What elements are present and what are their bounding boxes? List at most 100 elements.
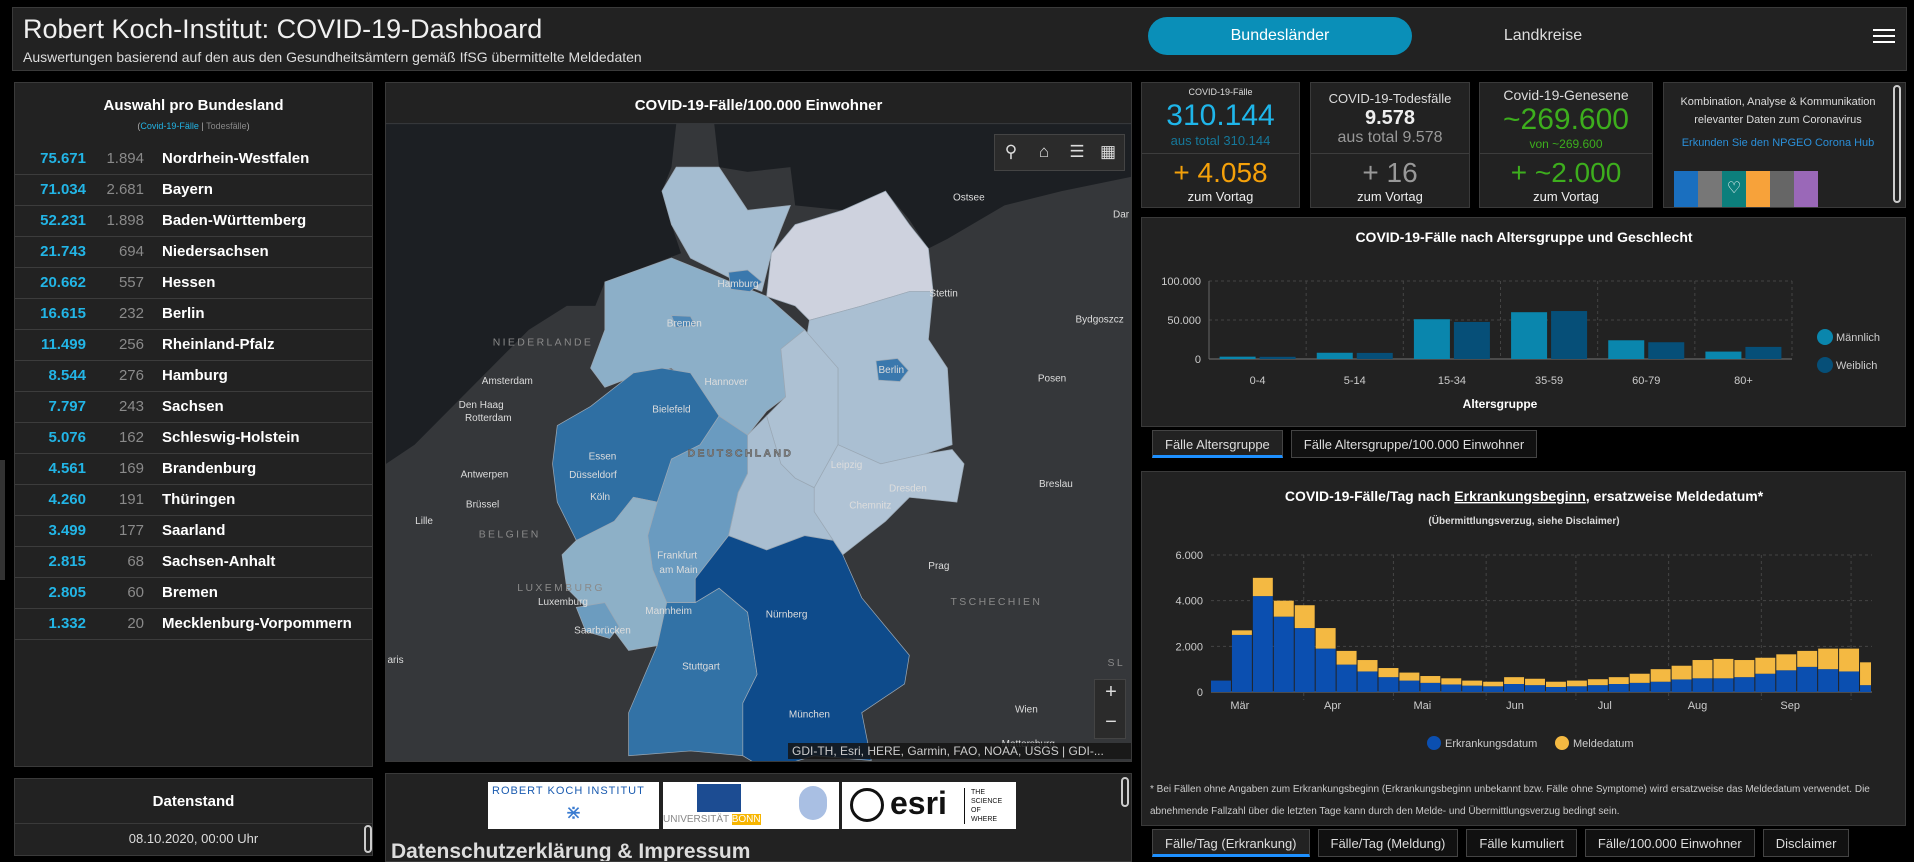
state-row[interactable]: 52.231 1.898 Baden-Württemberg [15, 206, 372, 237]
dashboard-header: Robert Koch-Institut: COVID-19-Dashboard… [12, 7, 1907, 71]
tab-bundeslaender[interactable]: Bundesländer [1148, 17, 1412, 55]
bar-männlich [1608, 340, 1645, 359]
map-view[interactable]: Ostsee Hamburg Stettin Bremen Bydgoszcz NIEDE… [386, 123, 1131, 761]
hamburger-menu-icon[interactable] [1873, 25, 1895, 47]
state-row[interactable]: 3.499 177 Saarland [15, 516, 372, 547]
x-tick-label: Mär [1230, 700, 1249, 712]
home-icon[interactable]: ⌂ [1038, 142, 1050, 161]
kpi-cases: COVID-19-Fälle 310.144 aus total 310.144… [1141, 82, 1300, 208]
erkrankungsbeginn-link[interactable]: Erkrankungsbeginn [1454, 488, 1585, 504]
chart-tab[interactable]: Fälle Altersgruppe [1152, 430, 1283, 458]
map-label: Bielefeld [652, 405, 690, 416]
bar-meldedatum [1797, 650, 1818, 667]
state-row[interactable]: 2.815 68 Sachsen-Anhalt [15, 547, 372, 578]
state-row[interactable]: 2.805 60 Bremen [15, 578, 372, 609]
bar-männlich [1316, 352, 1353, 359]
state-row[interactable]: 11.499 256 Rheinland-Pfalz [15, 330, 372, 361]
map-label: Leipzig [831, 460, 863, 471]
bar-erkrankungsdatum [1566, 686, 1587, 692]
bar-meldedatum [1713, 658, 1734, 679]
state-cases: 20.662 [40, 274, 86, 291]
state-saarland[interactable] [575, 602, 620, 639]
map-label: Stettin [929, 288, 957, 299]
state-deaths: 191 [118, 491, 144, 508]
zoom-out-button[interactable]: − [1105, 711, 1117, 733]
search-icon[interactable]: ⚲ [1004, 142, 1018, 161]
chart-title: COVID-19-Fälle/Tag nach Erkrankungsbeginn… [1285, 488, 1764, 504]
state-row[interactable]: 8.544 276 Hamburg [15, 361, 372, 392]
bar-erkrankungsdatum [1420, 682, 1441, 692]
basemap-gallery-icon[interactable]: ▦ [1099, 142, 1117, 161]
state-berlin[interactable] [875, 358, 909, 382]
rki-logo[interactable]: ROBERT KOCH INSTITUT ⋇ [488, 782, 659, 829]
state-deaths: 694 [118, 243, 144, 260]
map-label: Luxemburg [538, 597, 588, 608]
map-label: Mannheim [645, 606, 692, 617]
chart-tab[interactable]: Disclaimer [1762, 829, 1850, 857]
epi-footnote-1: * Bei Fällen ohne Angaben zum Erkrankung… [1150, 784, 1870, 795]
bar-erkrankungsdatum [1211, 680, 1231, 692]
collapse-handle[interactable] [0, 460, 5, 580]
zoom-controls: + − [1094, 679, 1126, 739]
tab-landkreise[interactable]: Landkreise [1503, 27, 1583, 44]
bar-erkrankungsdatum [1357, 671, 1378, 692]
bar-männlich [1511, 312, 1548, 359]
kpi-delta-label: zum Vortag [1187, 189, 1254, 204]
page-title: Robert Koch-Institut: COVID-19-Dashboard [23, 14, 543, 44]
zoom-in-button[interactable]: + [1105, 681, 1117, 703]
x-tick-label: 5-14 [1344, 375, 1366, 387]
chart-tab[interactable]: Fälle/100.000 Einwohner [1584, 829, 1755, 857]
state-deaths: 557 [118, 274, 144, 291]
scrollbar[interactable] [1893, 85, 1901, 203]
chart-tab[interactable]: Fälle Altersgruppe/100.000 Einwohner [1290, 430, 1538, 458]
map-label: Wien [1015, 705, 1038, 716]
bar-meldedatum [1357, 660, 1378, 672]
x-tick-label: 15-34 [1438, 375, 1466, 387]
state-bremen[interactable] [670, 315, 696, 328]
state-row[interactable]: 5.076 162 Schleswig-Holstein [15, 423, 372, 454]
hub-icons[interactable]: ♡ [1674, 171, 1818, 207]
esri-logo[interactable]: esri THE SCIENCE OF WHERE [842, 782, 1016, 829]
state-hamburg[interactable] [728, 269, 763, 292]
state-name: Saarland [162, 522, 226, 539]
uni-bonn-logo[interactable]: UNIVERSITÄT BONN [663, 782, 839, 829]
chart-tab[interactable]: Fälle/Tag (Meldung) [1317, 829, 1459, 857]
state-deaths: 162 [118, 429, 144, 446]
bell-icon [1794, 171, 1818, 207]
state-nordrhein-westfalen[interactable] [552, 367, 720, 541]
map-label: Den Haag [459, 400, 504, 411]
legend-label: Weiblich [1836, 360, 1877, 372]
state-row[interactable]: 4.260 191 Thüringen [15, 485, 372, 516]
scrollbar[interactable] [1121, 777, 1129, 807]
state-cases: 75.671 [40, 150, 86, 167]
map-label: Dresden [889, 484, 927, 495]
map-label: NIEDERLANDE [493, 338, 594, 349]
state-row[interactable]: 75.671 1.894 Nordrhein-Westfalen [15, 144, 372, 175]
state-row[interactable]: 7.797 243 Sachsen [15, 392, 372, 423]
map-label: Berlin [878, 365, 904, 376]
chart-tab[interactable]: Fälle kumuliert [1466, 829, 1577, 857]
map-label: Posen [1038, 373, 1066, 384]
state-row[interactable]: 16.615 232 Berlin [15, 299, 372, 330]
state-row[interactable]: 20.662 557 Hessen [15, 268, 372, 299]
state-row[interactable]: 71.034 2.681 Bayern [15, 175, 372, 206]
state-row[interactable]: 4.561 169 Brandenburg [15, 454, 372, 485]
chart-tab[interactable]: Fälle/Tag (Erkrankung) [1152, 829, 1310, 857]
x-tick-label: Jul [1598, 700, 1612, 712]
scrollbar[interactable] [364, 825, 372, 853]
bar-meldedatum [1483, 681, 1504, 687]
germany-choropleth-map[interactable]: Ostsee Hamburg Stettin Bremen Bydgoszcz NIEDE… [386, 123, 1131, 761]
state-cases: 11.499 [40, 336, 86, 353]
y-tick-label: 100.000 [1161, 276, 1201, 288]
state-row[interactable]: 21.743 694 Niedersachsen [15, 237, 372, 268]
bar-erkrankungsdatum [1294, 628, 1315, 692]
privacy-imprint-heading[interactable]: Datenschutzerklärung & Impressum [391, 840, 751, 862]
bar-meldedatum [1587, 679, 1608, 686]
map-label: Chemnitz [849, 500, 891, 511]
state-row[interactable]: 1.332 20 Mecklenburg-Vorpommern [15, 609, 372, 640]
state-deaths: 2.681 [106, 181, 144, 198]
legend-list-icon[interactable]: ☰ [1069, 142, 1085, 161]
datenstand-value: 08.10.2020, 00:00 Uhr [128, 831, 259, 846]
npgeo-hub-link[interactable]: Erkunden Sie den NPGEO Corona Hub [1681, 137, 1875, 149]
state-bayern[interactable] [694, 535, 910, 761]
